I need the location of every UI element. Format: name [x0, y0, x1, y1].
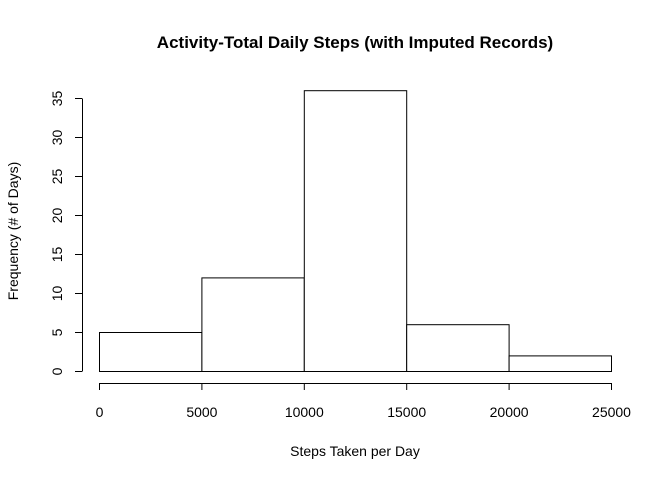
x-tick-label: 25000: [592, 404, 631, 420]
x-tick-label: 10000: [285, 404, 324, 420]
y-tick-label: 15: [49, 247, 65, 263]
y-tick-label: 0: [49, 367, 65, 375]
y-tick-label: 10: [49, 286, 65, 302]
y-tick-label: 30: [49, 130, 65, 146]
x-axis-label: Steps Taken per Day: [290, 443, 420, 459]
x-tick-label: 5000: [186, 404, 217, 420]
x-axis: 0 5000 10000 15000 20000 25000: [96, 383, 631, 420]
y-tick-label: 25: [49, 169, 65, 185]
y-axis: 0 5 10 15 20 25 30 35: [49, 91, 83, 375]
histogram-bar: [406, 324, 510, 373]
histogram-bar: [201, 277, 305, 372]
x-tick-label: 20000: [490, 404, 529, 420]
y-axis-label: Frequency (# of Days): [5, 162, 21, 301]
bars-group: [99, 90, 613, 373]
histogram-bar: [508, 355, 613, 372]
x-tick-label: 0: [96, 404, 104, 420]
x-tick-label: 15000: [387, 404, 426, 420]
histogram-bar: [99, 332, 203, 372]
histogram-bar: [303, 90, 408, 372]
chart-title: Activity-Total Daily Steps (with Imputed…: [157, 33, 553, 52]
y-tick-label: 20: [49, 208, 65, 224]
y-tick-label: 5: [49, 328, 65, 336]
y-tick-label: 35: [49, 91, 65, 107]
